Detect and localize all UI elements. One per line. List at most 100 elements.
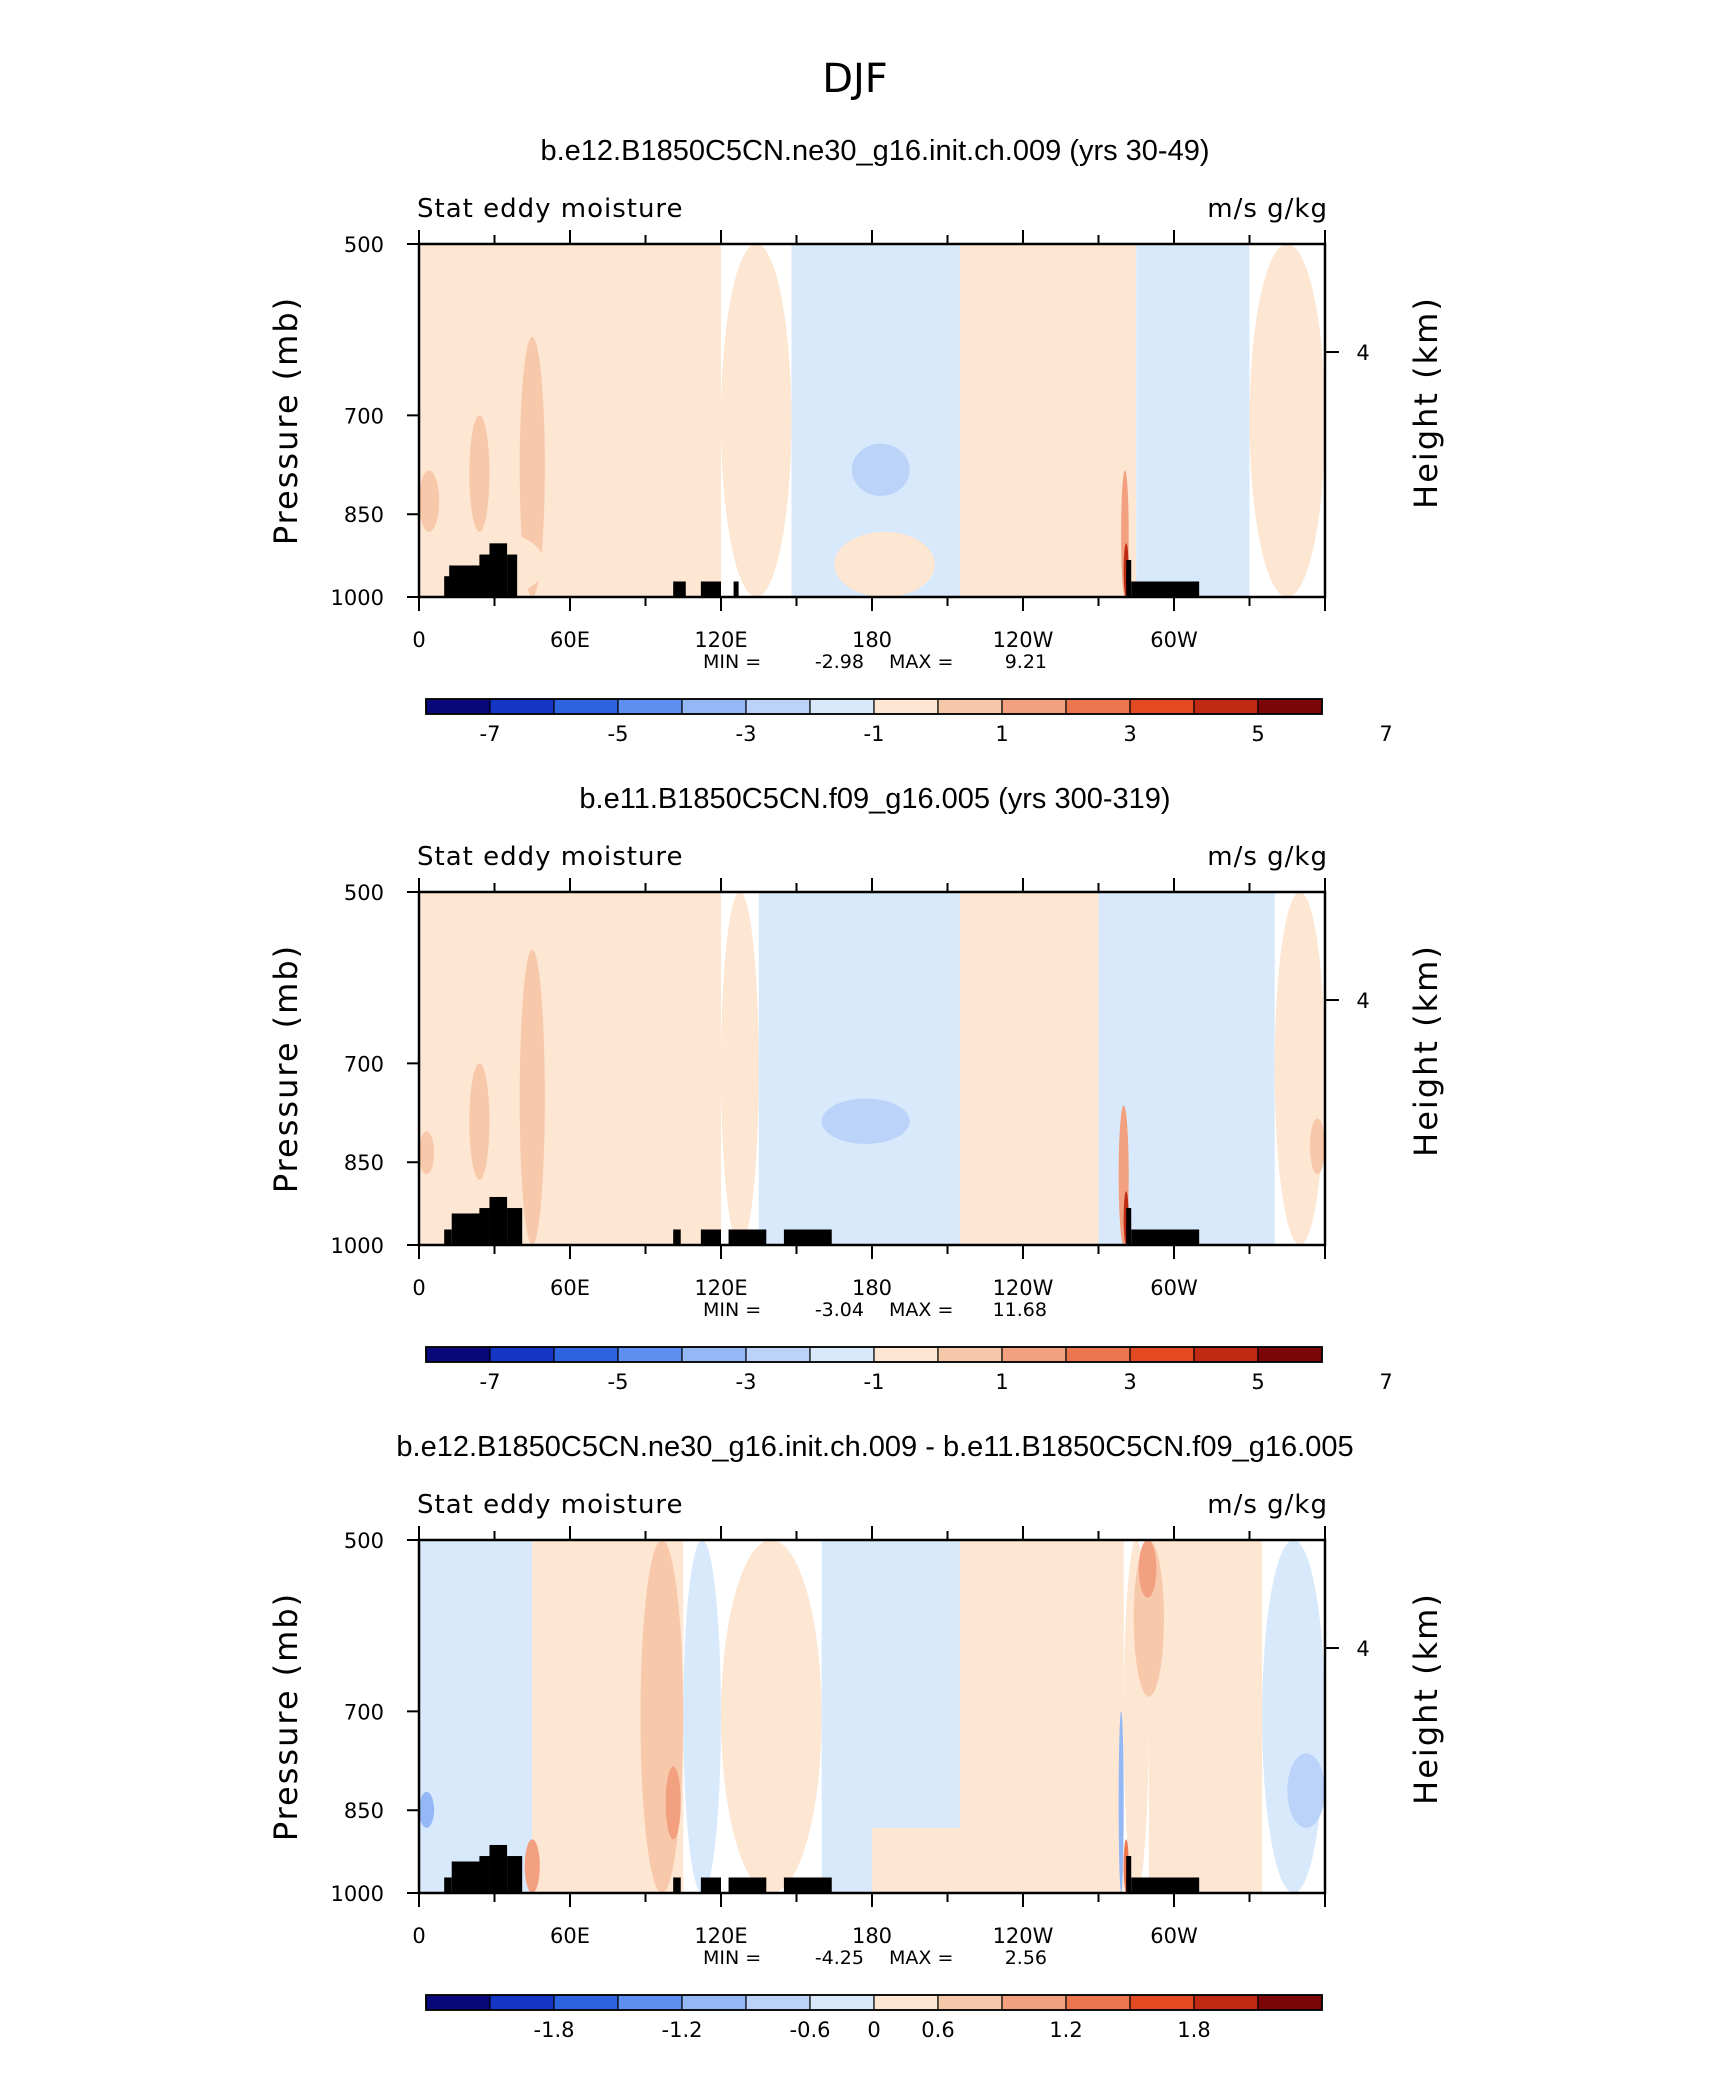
panel-title: b.e11.B1850C5CN.f09_g16.005 (yrs 300-319… [579, 783, 1170, 815]
contour-region [469, 1063, 490, 1180]
colorbar-swatch [1257, 1346, 1323, 1363]
y-tick-label: 700 [344, 404, 384, 428]
land-mask [489, 1844, 508, 1893]
colorbar-swatch [745, 1346, 811, 1363]
min-value: -4.25 [815, 1947, 864, 1969]
land-mask [1126, 560, 1132, 597]
colorbar-label: 1.8 [1177, 2018, 1210, 2042]
y-tick-label: 850 [344, 1799, 384, 1823]
colorbar-label: 7 [1379, 1370, 1392, 1394]
land-mask [479, 1856, 490, 1893]
colorbar-swatch [681, 698, 747, 715]
colorbar-swatch [1129, 698, 1195, 715]
contour-region [960, 892, 1061, 1018]
colorbar-label: -1 [864, 1370, 885, 1394]
figure-title: DJF [822, 56, 888, 102]
colorbar-label: 0.6 [921, 2018, 954, 2042]
y-axis-title: Pressure (mb) [267, 1592, 305, 1841]
colorbar-swatch [1065, 1346, 1131, 1363]
x-tick-label: 60E [550, 1924, 590, 1948]
min-value: -3.04 [815, 1299, 864, 1321]
y-axis-title: Pressure (mb) [267, 296, 305, 545]
colorbar-label: 3 [1123, 722, 1136, 746]
height-tick-label: 4 [1356, 1637, 1369, 1661]
contour-region [721, 244, 792, 597]
land-mask [451, 1213, 482, 1245]
contour-region [758, 892, 961, 1245]
colorbar-swatch [681, 1346, 747, 1363]
left-string: Stat eddy moisture [417, 1490, 684, 1520]
colorbar-swatch [937, 1994, 1003, 2011]
left-string: Stat eddy moisture [417, 194, 684, 224]
contour-region [683, 1540, 721, 1893]
x-tick-label: 180 [852, 1924, 892, 1948]
contour-region [721, 892, 759, 1245]
land-mask [444, 1229, 452, 1245]
colorbar-swatch [1001, 698, 1067, 715]
colorbar-label: 0 [867, 2018, 880, 2042]
colorbar-label: -5 [608, 1370, 629, 1394]
x-tick-label: 60E [550, 628, 590, 652]
colorbar-swatch [1129, 1994, 1195, 2011]
x-tick-label: 120W [993, 1924, 1054, 1948]
colorbar-swatch [809, 1346, 875, 1363]
height-tick-label: 4 [1356, 341, 1369, 365]
x-tick-label: 60W [1150, 1924, 1198, 1948]
colorbar-swatch [617, 698, 683, 715]
panel-1: b.e12.B1850C5CN.ne30_g16.init.ch.009 (yr… [267, 135, 1445, 746]
land-mask [700, 1229, 721, 1245]
contour-region [519, 949, 545, 1245]
max-value: 9.21 [1005, 651, 1047, 673]
y-tick-label: 700 [344, 1052, 384, 1076]
colorbar-swatch [1065, 1994, 1131, 2011]
land-mask [1131, 1229, 1200, 1245]
land-mask [1131, 1877, 1200, 1893]
land-mask [489, 543, 508, 597]
contour-region [640, 1540, 684, 1893]
contour-region [851, 443, 910, 496]
contour-field [419, 892, 1325, 1245]
y-tick-label: 1000 [331, 1882, 384, 1906]
y-tick-label: 500 [344, 881, 384, 905]
colorbar-swatch [489, 698, 555, 715]
units-string: m/s g/kg [1207, 1490, 1328, 1520]
colorbar-swatch [745, 698, 811, 715]
colorbar-swatch [873, 1994, 939, 2011]
colorbar-swatch [617, 1346, 683, 1363]
x-tick-label: 0 [412, 628, 425, 652]
panel-title: b.e12.B1850C5CN.ne30_g16.init.ch.009 (yr… [540, 135, 1209, 167]
max-label: MAX = [889, 651, 953, 673]
colorbar-swatch [809, 698, 875, 715]
colorbar-swatch [425, 1346, 491, 1363]
colorbar-label: -7 [480, 1370, 501, 1394]
units-string: m/s g/kg [1207, 194, 1328, 224]
land-mask [1131, 581, 1200, 597]
x-tick-label: 120W [993, 1276, 1054, 1300]
land-mask [673, 1229, 681, 1245]
land-mask [507, 1856, 523, 1893]
x-tick-label: 180 [852, 628, 892, 652]
x-tick-label: 120E [694, 1924, 747, 1948]
y-axis-title: Pressure (mb) [267, 944, 305, 1193]
land-mask [700, 1877, 721, 1893]
contour-region [1138, 1540, 1157, 1598]
land-mask [444, 1877, 452, 1893]
colorbar-label: -7 [480, 722, 501, 746]
colorbar-swatch [1001, 1346, 1067, 1363]
colorbar-frame [425, 1346, 1323, 1363]
y-tick-label: 700 [344, 1700, 384, 1724]
colorbar-swatch [425, 698, 491, 715]
colorbar-label: 5 [1251, 722, 1264, 746]
colorbar-swatch [873, 698, 939, 715]
colorbar-swatch [1065, 698, 1131, 715]
contour-region [960, 1191, 1061, 1245]
panel-2: b.e11.B1850C5CN.f09_g16.005 (yrs 300-319… [267, 783, 1445, 1394]
contour-region [1309, 1118, 1325, 1175]
land-mask [1126, 1856, 1132, 1893]
colorbar: -7 -5 -3 -1 1 3 5 7 [425, 698, 1393, 746]
x-tick-label: 60W [1150, 1276, 1198, 1300]
land-mask [1126, 1208, 1132, 1245]
colorbar-label: -1.8 [534, 2018, 575, 2042]
y-right-axis-title: Height (km) [1407, 944, 1445, 1157]
land-mask [507, 554, 518, 597]
